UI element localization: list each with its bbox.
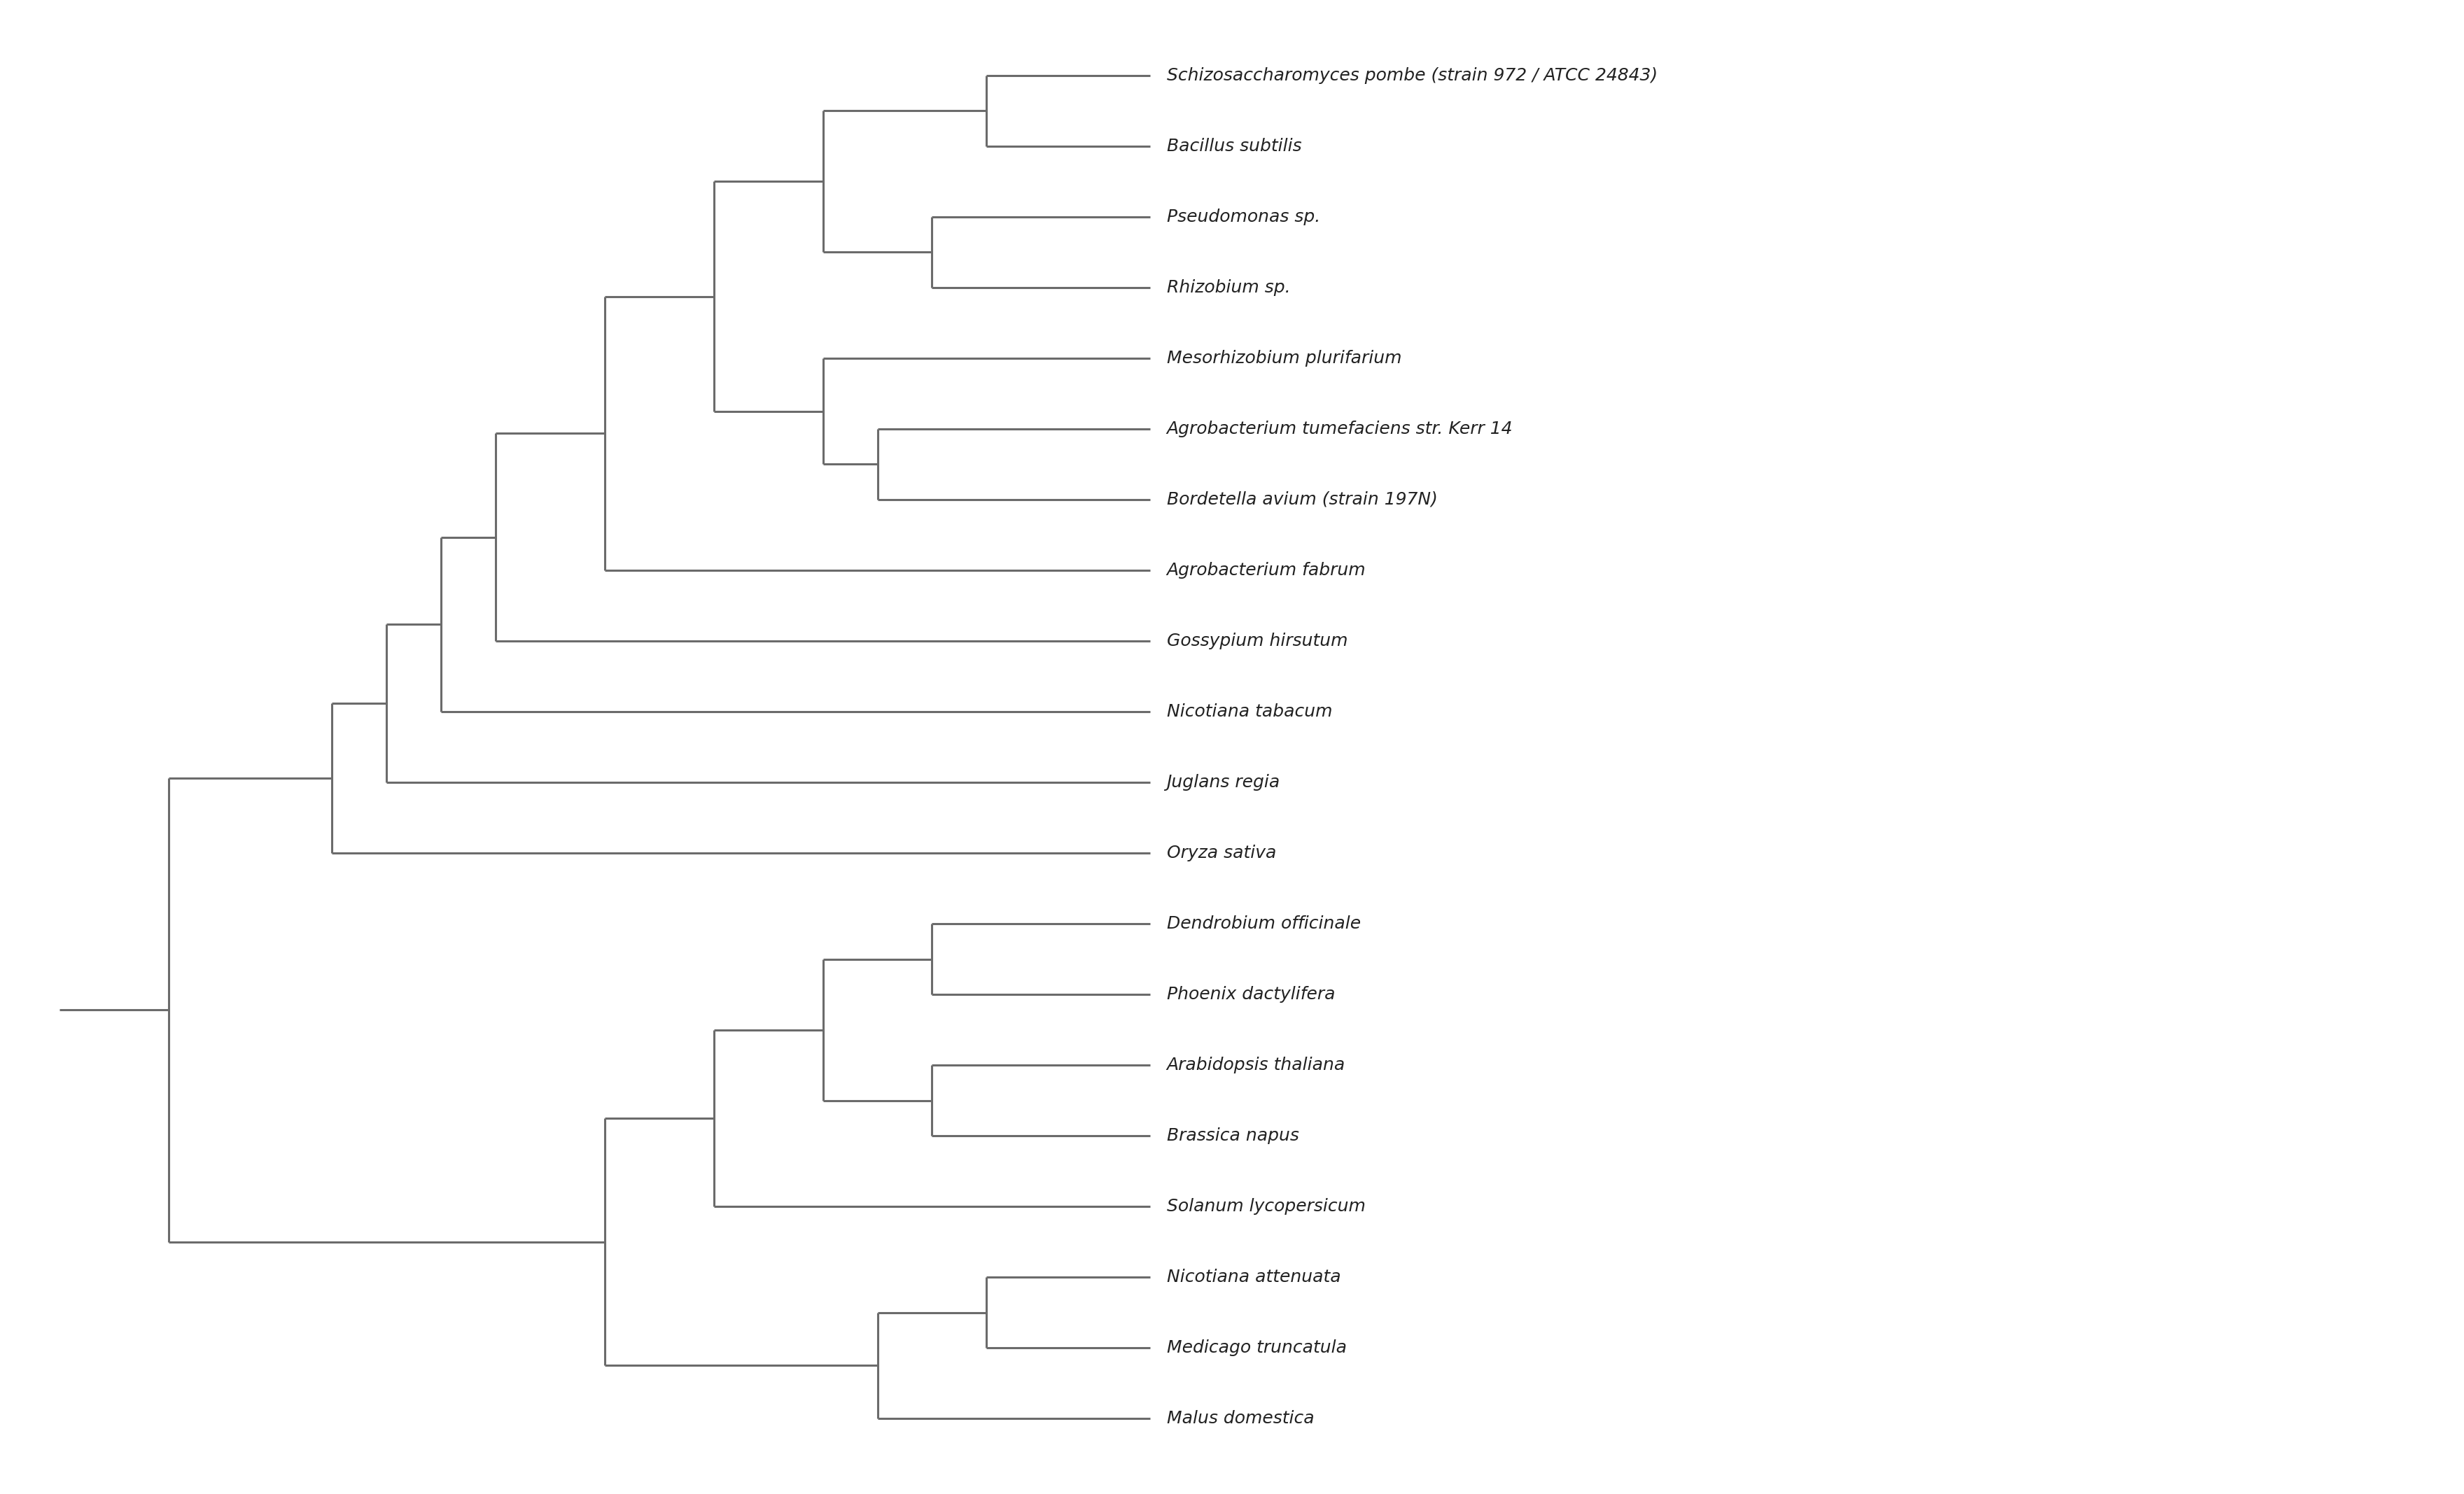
Text: Phoenix dactylifera: Phoenix dactylifera bbox=[1165, 986, 1335, 1002]
Text: Schizosaccharomyces pombe (strain 972 / ATCC 24843): Schizosaccharomyces pombe (strain 972 / … bbox=[1165, 67, 1658, 84]
Text: Brassica napus: Brassica napus bbox=[1165, 1128, 1299, 1144]
Text: Rhizobium sp.: Rhizobium sp. bbox=[1165, 279, 1291, 296]
Text: Nicotiana tabacum: Nicotiana tabacum bbox=[1165, 704, 1333, 720]
Text: Malus domestica: Malus domestica bbox=[1165, 1410, 1313, 1427]
Text: Agrobacterium tumefaciens str. Kerr 14: Agrobacterium tumefaciens str. Kerr 14 bbox=[1165, 420, 1513, 438]
Text: Pseudomonas sp.: Pseudomonas sp. bbox=[1165, 209, 1321, 226]
Text: Bordetella avium (strain 197N): Bordetella avium (strain 197N) bbox=[1165, 492, 1437, 508]
Text: Mesorhizobium plurifarium: Mesorhizobium plurifarium bbox=[1165, 350, 1402, 366]
Text: Gossypium hirsutum: Gossypium hirsutum bbox=[1165, 632, 1348, 650]
Text: Oryza sativa: Oryza sativa bbox=[1165, 844, 1276, 862]
Text: Medicago truncatula: Medicago truncatula bbox=[1165, 1340, 1345, 1357]
Text: Bacillus subtilis: Bacillus subtilis bbox=[1165, 137, 1301, 154]
Text: Agrobacterium fabrum: Agrobacterium fabrum bbox=[1165, 562, 1365, 578]
Text: Juglans regia: Juglans regia bbox=[1165, 774, 1281, 790]
Text: Arabidopsis thaliana: Arabidopsis thaliana bbox=[1165, 1056, 1345, 1074]
Text: Solanum lycopersicum: Solanum lycopersicum bbox=[1165, 1198, 1365, 1215]
Text: Dendrobium officinale: Dendrobium officinale bbox=[1165, 916, 1360, 932]
Text: Nicotiana attenuata: Nicotiana attenuata bbox=[1165, 1268, 1340, 1285]
